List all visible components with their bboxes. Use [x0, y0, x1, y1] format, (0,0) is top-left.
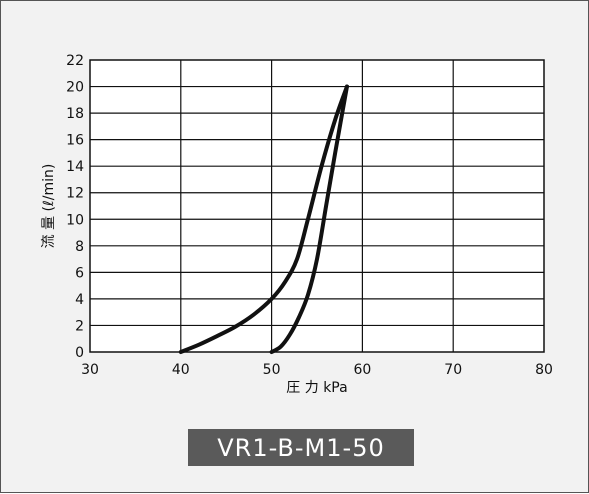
plot-area [89, 59, 545, 353]
x-tick-label: 30 [81, 362, 99, 378]
y-tick-label: 2 [75, 318, 84, 334]
y-tick-label: 14 [66, 159, 84, 175]
y-tick-label: 10 [66, 212, 84, 228]
x-tick-label: 60 [353, 362, 371, 378]
x-tick-labels: 30 40 50 60 70 80 [81, 362, 553, 378]
grid-lines [90, 60, 544, 352]
y-tick-label: 18 [66, 106, 84, 122]
x-tick-label: 70 [444, 362, 462, 378]
x-tick-label: 50 [263, 362, 281, 378]
y-tick-labels: 0 2 4 6 8 10 12 14 16 18 20 22 [66, 53, 84, 361]
series-line-2 [269, 84, 349, 354]
x-axis-label: 圧 力 kPa [286, 380, 347, 396]
y-tick-label: 4 [75, 292, 84, 308]
y-tick-label: 12 [66, 186, 84, 202]
series-line-1 [178, 84, 349, 354]
y-tick-label: 6 [75, 265, 84, 281]
x-tick-label: 40 [172, 362, 190, 378]
y-tick-label: 22 [66, 53, 84, 69]
series-layer [178, 84, 349, 354]
y-tick-label: 20 [66, 80, 84, 96]
y-tick-label: 0 [75, 345, 84, 361]
model-badge: VR1-B-M1-50 [188, 429, 414, 466]
x-tick-label: 80 [535, 362, 553, 378]
y-tick-label: 16 [66, 133, 84, 149]
y-axis-label: 流 量 (ℓ/min) [41, 164, 57, 249]
y-tick-label: 8 [75, 239, 84, 255]
